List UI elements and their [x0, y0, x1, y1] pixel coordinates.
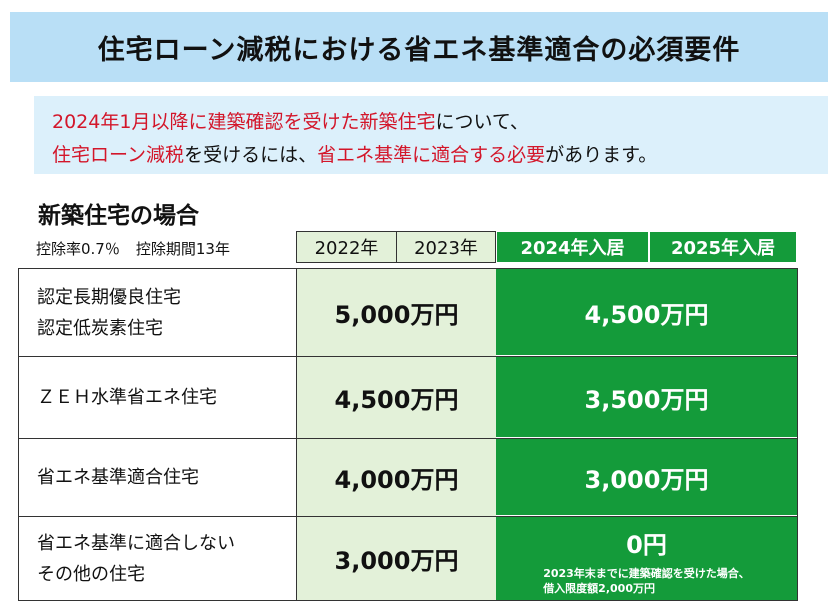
notice-line-2: 住宅ローン減税を受けるには、省エネ基準に適合する必要があります。 — [52, 140, 657, 167]
deduction-period: 控除期間13年 — [135, 240, 230, 258]
green-divider — [496, 515, 797, 516]
notice-box: 2024年1月以降に建築確認を受けた新築住宅について、 住宅ローン減税を受けるに… — [34, 96, 828, 174]
amount-value: 3,000万円 — [584, 466, 709, 494]
amount-2024-2025: 4,500万円 — [496, 269, 797, 356]
limit-table: 認定長期優良住宅 認定低炭素住宅 5,000万円 4,500万円 ＺＥＨ水準省エ… — [18, 268, 798, 601]
notice-highlight: 住宅ローン減税 — [52, 144, 185, 166]
row-label-line: 認定長期優良住宅 — [37, 286, 181, 308]
notice-line-1: 2024年1月以降に建築確認を受けた新築住宅について、 — [52, 107, 529, 134]
green-divider — [496, 355, 797, 356]
row-label-line: 認定低炭素住宅 — [37, 317, 163, 339]
amount-2022-2023: 3,000万円 — [296, 517, 496, 600]
table-row: ＺＥＨ水準省エネ住宅 4,500万円 3,500万円 — [19, 356, 797, 438]
row-label: 省エネ基準に適合しない その他の住宅 — [19, 517, 296, 600]
notice-text: を受けるには、 — [184, 144, 318, 166]
notice-text: があります。 — [545, 144, 658, 166]
row-label: 認定長期優良住宅 認定低炭素住宅 — [19, 269, 296, 356]
amount-value: 0円 — [626, 531, 667, 559]
amount-2022-2023: 4,500万円 — [296, 357, 496, 438]
amount-2024-2025: 3,000万円 — [496, 439, 797, 516]
amount-value: 3,500万円 — [584, 386, 709, 414]
column-header-2023: 2023年 — [396, 231, 496, 263]
notice-text: について、 — [435, 111, 529, 133]
footnote: 2023年末までに建築確認を受けた場合、 借入限度額2,000万円 — [543, 566, 750, 596]
amount-value: 4,500万円 — [584, 301, 709, 329]
column-header-2024: 2024年入居 — [496, 231, 649, 263]
green-divider — [496, 437, 797, 438]
rates-info: 控除率0.7％ 控除期間13年 — [36, 238, 246, 259]
title-banner: 住宅ローン減税における省エネ基準適合の必須要件 — [10, 12, 828, 82]
footnote-line: 借入限度額2,000万円 — [543, 582, 655, 595]
notice-highlight: 2024年1月以降に建築確認を受けた新築住宅 — [52, 111, 436, 133]
table-row: 省エネ基準適合住宅 4,000万円 3,000万円 — [19, 438, 797, 516]
section-title: 新築住宅の場合 — [38, 203, 199, 229]
row-label-line: 省エネ基準適合住宅 — [37, 467, 199, 488]
column-header-2022: 2022年 — [296, 231, 397, 263]
column-header-2025: 2025年入居 — [649, 231, 797, 263]
row-label-line: ＺＥＨ水準省エネ住宅 — [37, 387, 217, 408]
amount-2024-2025: 3,500万円 — [496, 357, 797, 438]
amount-2024-2025: 0円 2023年末までに建築確認を受けた場合、 借入限度額2,000万円 — [496, 517, 797, 600]
table-row: 認定長期優良住宅 認定低炭素住宅 5,000万円 4,500万円 — [19, 269, 797, 356]
page-title: 住宅ローン減税における省エネ基準適合の必須要件 — [97, 34, 741, 66]
deduction-rate: 控除率0.7％ — [36, 240, 120, 258]
row-label-line: 省エネ基準に適合しない — [37, 532, 235, 554]
footnote-line: 2023年末までに建築確認を受けた場合、 — [543, 567, 750, 580]
table-row: 省エネ基準に適合しない その他の住宅 3,000万円 0円 2023年末までに建… — [19, 516, 797, 600]
row-label: 省エネ基準適合住宅 — [19, 439, 296, 516]
amount-2022-2023: 4,000万円 — [296, 439, 496, 516]
amount-2022-2023: 5,000万円 — [296, 269, 496, 356]
row-label: ＺＥＨ水準省エネ住宅 — [19, 357, 296, 438]
notice-highlight: 省エネ基準に適合する必要 — [317, 144, 546, 166]
row-label-line: その他の住宅 — [37, 563, 145, 585]
